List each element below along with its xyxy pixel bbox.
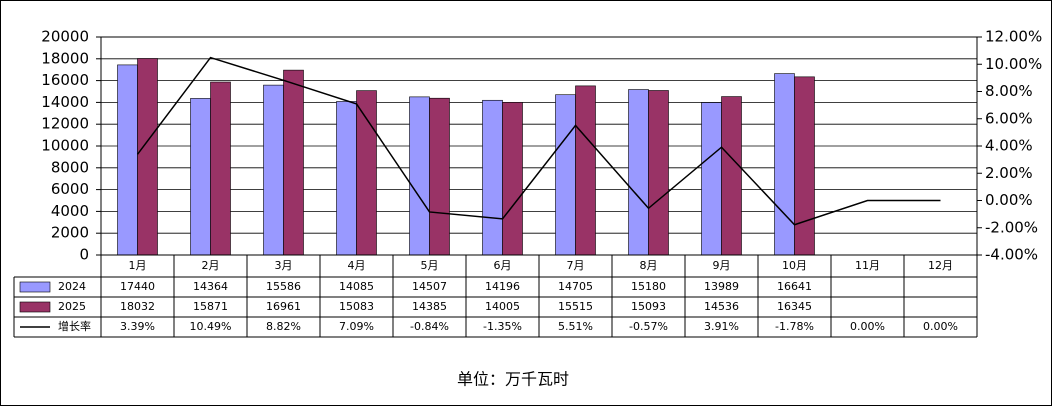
bar bbox=[721, 96, 742, 256]
table-cell: 15093 bbox=[631, 300, 666, 313]
bar bbox=[190, 98, 211, 256]
bar bbox=[137, 58, 158, 256]
table-cell: 14005 bbox=[485, 300, 520, 313]
y-tick-label: 4000 bbox=[51, 202, 89, 220]
x-tick-label: 12月 bbox=[928, 259, 953, 272]
bar bbox=[774, 73, 795, 256]
table-cell: 16641 bbox=[777, 280, 812, 293]
bar bbox=[263, 84, 284, 256]
line-series bbox=[136, 56, 941, 226]
y2-tick-label: 12.00% bbox=[985, 28, 1042, 46]
table-cell: 7.09% bbox=[339, 320, 374, 333]
y-tick-label: 20000 bbox=[41, 28, 89, 46]
bar bbox=[482, 99, 503, 256]
x-tick-label: 6月 bbox=[494, 259, 512, 272]
legend-label: 2025 bbox=[58, 300, 86, 313]
table-cell: 5.51% bbox=[558, 320, 593, 333]
y-tick-label: 10000 bbox=[41, 137, 89, 155]
table-cell: 15871 bbox=[193, 300, 228, 313]
x-tick-label: 1月 bbox=[129, 259, 147, 272]
table-cell: 14705 bbox=[558, 280, 593, 293]
bar bbox=[502, 102, 523, 256]
table-cell: -0.57% bbox=[629, 320, 668, 333]
y-tick-label: 14000 bbox=[41, 93, 89, 111]
x-tick-label: 11月 bbox=[855, 259, 880, 272]
table-cell: 3.91% bbox=[704, 320, 739, 333]
table-cell: 14085 bbox=[339, 280, 374, 293]
bar bbox=[283, 69, 304, 256]
table-cell: 8.82% bbox=[266, 320, 301, 333]
table-cell: 14536 bbox=[704, 300, 739, 313]
table-cell: 0.00% bbox=[850, 320, 885, 333]
y2-tick-label: -4.00% bbox=[985, 246, 1038, 264]
table-cell: -0.84% bbox=[410, 320, 449, 333]
bar bbox=[409, 96, 430, 256]
bar bbox=[356, 90, 377, 256]
bar bbox=[429, 97, 450, 256]
bar bbox=[555, 94, 576, 256]
table-cell: 14196 bbox=[485, 280, 520, 293]
table-cell: -1.35% bbox=[483, 320, 522, 333]
bar bbox=[575, 85, 596, 256]
y-tick-label: 12000 bbox=[41, 115, 89, 133]
legend-swatch bbox=[19, 301, 51, 313]
y-tick-label: 8000 bbox=[51, 158, 89, 176]
x-tick-label: 4月 bbox=[348, 259, 366, 272]
table-cell: -1.78% bbox=[775, 320, 814, 333]
x-tick-label: 9月 bbox=[713, 259, 731, 272]
y2-tick-label: 8.00% bbox=[985, 82, 1033, 100]
y2-tick-label: -2.00% bbox=[985, 218, 1038, 236]
y-tick-label: 16000 bbox=[41, 71, 89, 89]
bar bbox=[648, 90, 669, 256]
y-tick-label: 2000 bbox=[51, 224, 89, 242]
table-cell: 15083 bbox=[339, 300, 374, 313]
table-cell: 15515 bbox=[558, 300, 593, 313]
bar bbox=[628, 89, 649, 256]
y-tick-label: 0 bbox=[79, 246, 89, 264]
table-cell: 14364 bbox=[193, 280, 228, 293]
unit-note: 单位：万千瓦时 bbox=[457, 370, 569, 389]
x-tick-label: 8月 bbox=[640, 259, 658, 272]
bar bbox=[701, 102, 722, 256]
table-cell: 13989 bbox=[704, 280, 739, 293]
x-tick-label: 2月 bbox=[202, 259, 220, 272]
table-cell: 15180 bbox=[631, 280, 666, 293]
legend-label: 增长率 bbox=[58, 319, 91, 333]
table-cell: 3.39% bbox=[120, 320, 155, 333]
x-tick-label: 7月 bbox=[567, 259, 585, 272]
table-cell: 14507 bbox=[412, 280, 447, 293]
table-cell: 14385 bbox=[412, 300, 447, 313]
table-cell: 0.00% bbox=[923, 320, 958, 333]
table-cell: 16345 bbox=[777, 300, 812, 313]
legend-swatch bbox=[19, 281, 51, 293]
y2-tick-label: 2.00% bbox=[985, 164, 1033, 182]
bar bbox=[117, 64, 138, 256]
x-tick-label: 3月 bbox=[275, 259, 293, 272]
table-cell: 15586 bbox=[266, 280, 301, 293]
y-tick-label: 6000 bbox=[51, 180, 89, 198]
y2-tick-label: 0.00% bbox=[985, 191, 1033, 209]
table-cell: 16961 bbox=[266, 300, 301, 313]
table-cell: 17440 bbox=[120, 280, 155, 293]
bar bbox=[794, 76, 815, 256]
y2-tick-label: 6.00% bbox=[985, 109, 1033, 127]
x-tick-label: 5月 bbox=[421, 259, 439, 272]
bar bbox=[210, 81, 231, 256]
y-tick-label: 18000 bbox=[41, 49, 89, 67]
legend-label: 2024 bbox=[58, 280, 86, 293]
x-tick-label: 10月 bbox=[782, 259, 807, 272]
bar bbox=[336, 101, 357, 256]
y2-tick-label: 4.00% bbox=[985, 137, 1033, 155]
table-cell: 18032 bbox=[120, 300, 155, 313]
table-cell: 10.49% bbox=[190, 320, 232, 333]
y2-tick-label: 10.00% bbox=[985, 55, 1042, 73]
